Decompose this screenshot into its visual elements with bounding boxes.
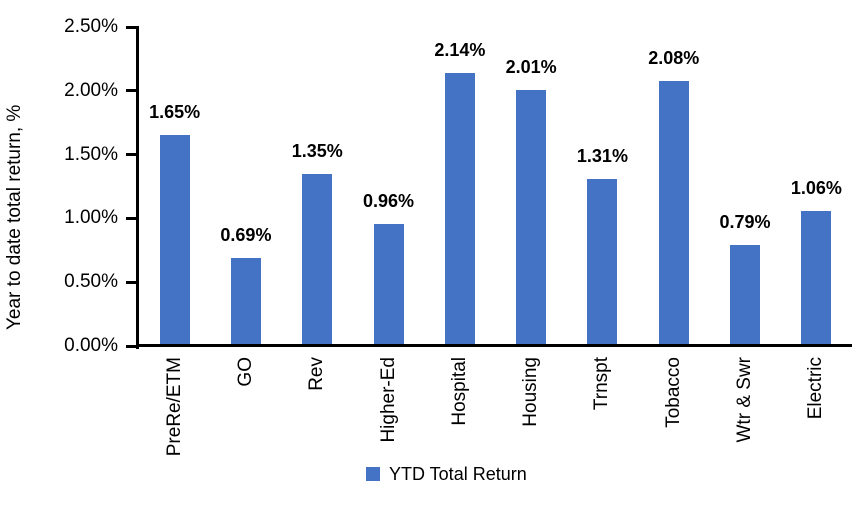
y-tick-mark [126, 281, 136, 284]
y-tick-mark [126, 89, 136, 92]
y-tick-label: 0.50% [64, 271, 118, 292]
y-tick-mark [126, 153, 136, 156]
value-label: 0.69% [220, 225, 272, 245]
bar-wtr-swr [730, 245, 761, 346]
x-tick-label: PreRe/ETM [163, 357, 185, 457]
bar-electric [801, 211, 832, 346]
value-label: 1.31% [576, 146, 628, 166]
value-label: 2.14% [434, 40, 486, 60]
y-tick-mark [126, 26, 136, 29]
x-tick-label: Electric [805, 357, 827, 420]
y-tick-mark [126, 217, 136, 220]
bar-tobacco [658, 81, 689, 346]
y-tick-label: 2.50% [64, 16, 118, 37]
y-axis-title: Year to date total return, % [4, 104, 25, 330]
bar-higher-ed [373, 224, 404, 346]
bar-housing [516, 90, 547, 346]
x-tick-label: Tobacco [662, 357, 684, 428]
value-label: 1.65% [149, 102, 201, 122]
y-axis-line [136, 26, 139, 349]
value-label: 0.79% [719, 212, 771, 232]
y-tick-label: 1.00% [64, 207, 118, 228]
y-tick-label: 1.50% [64, 144, 118, 165]
x-tick-label: Trnspt [591, 357, 613, 411]
bar-go [230, 258, 261, 346]
legend-swatch-icon [366, 467, 380, 481]
y-tick-mark [126, 345, 136, 348]
x-tick-label: Higher-Ed [377, 357, 399, 443]
y-tick-label: 0.00% [64, 335, 118, 356]
x-tick-label: Rev [306, 357, 328, 391]
value-label: 2.01% [505, 57, 557, 77]
x-tick-label: Housing [520, 357, 542, 427]
value-label: 1.35% [291, 141, 343, 161]
bar-trnspt [587, 179, 618, 346]
y-tick-label: 2.00% [64, 80, 118, 101]
value-label: 0.96% [363, 191, 415, 211]
x-tick-label: Wtr & Swr [734, 357, 756, 443]
legend-label: YTD Total Return [389, 464, 527, 484]
value-label: 1.06% [790, 178, 842, 198]
value-label: 2.08% [648, 48, 700, 68]
x-tick-label: GO [234, 357, 256, 387]
bar-prere-etm [159, 135, 190, 346]
x-tick-label: Hospital [448, 357, 470, 426]
legend: YTD Total Return [366, 464, 527, 484]
bar-rev [302, 174, 333, 346]
bar-hospital [444, 73, 475, 346]
x-axis-line [136, 344, 852, 347]
